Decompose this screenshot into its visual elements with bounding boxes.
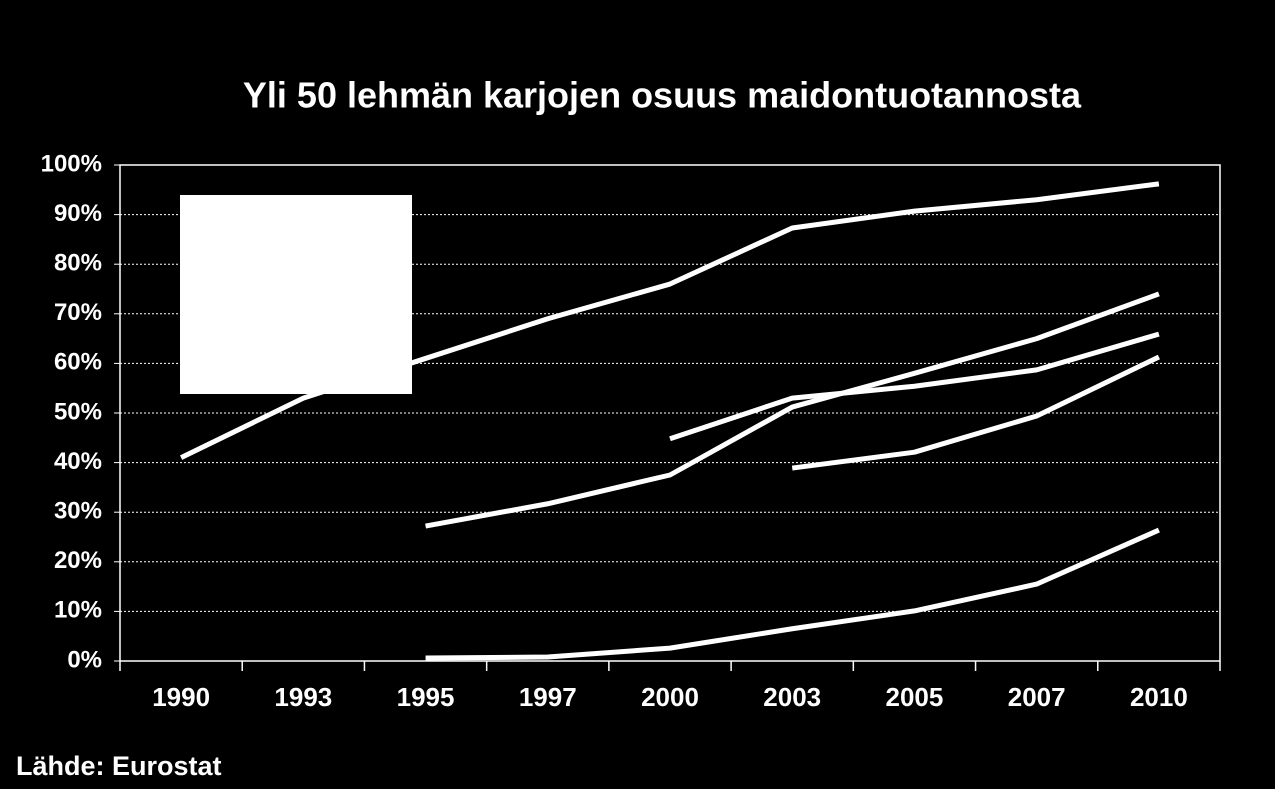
y-tick-label: 60%: [54, 349, 102, 376]
y-tick-label: 70%: [54, 299, 102, 326]
y-tick-label: 90%: [54, 200, 102, 227]
legend-box: [180, 195, 412, 394]
y-tick-label: 100%: [41, 150, 102, 177]
y-tick-label: 20%: [54, 547, 102, 574]
y-tick-label: 40%: [54, 448, 102, 475]
y-tick-label: 30%: [54, 498, 102, 525]
chart-title: Yli 50 lehmän karjojen osuus maidontuota…: [243, 75, 1082, 116]
data-line: [425, 291, 1160, 529]
y-tick-label: 80%: [54, 250, 102, 277]
plot-frame: [119, 164, 1221, 662]
data-line: [791, 354, 1160, 471]
x-tick-label: 2003: [763, 682, 821, 712]
x-tick-label: 1997: [519, 682, 577, 712]
x-tick-label: 2010: [1130, 682, 1188, 712]
x-tick-label: 1995: [397, 682, 455, 712]
y-tick-label: 0%: [67, 646, 102, 673]
x-tick-label: 2005: [886, 682, 944, 712]
y-tick-label: 50%: [54, 398, 102, 425]
x-tick-label: 2000: [641, 682, 699, 712]
x-tick-label: 1993: [274, 682, 332, 712]
source-note: Lähde: Eurostat: [16, 751, 222, 781]
x-tick-label: 2007: [1008, 682, 1066, 712]
data-line: [669, 331, 1160, 442]
data-line: [425, 527, 1160, 661]
x-tick-label: 1990: [152, 682, 210, 712]
y-tick-label: 10%: [54, 597, 102, 624]
